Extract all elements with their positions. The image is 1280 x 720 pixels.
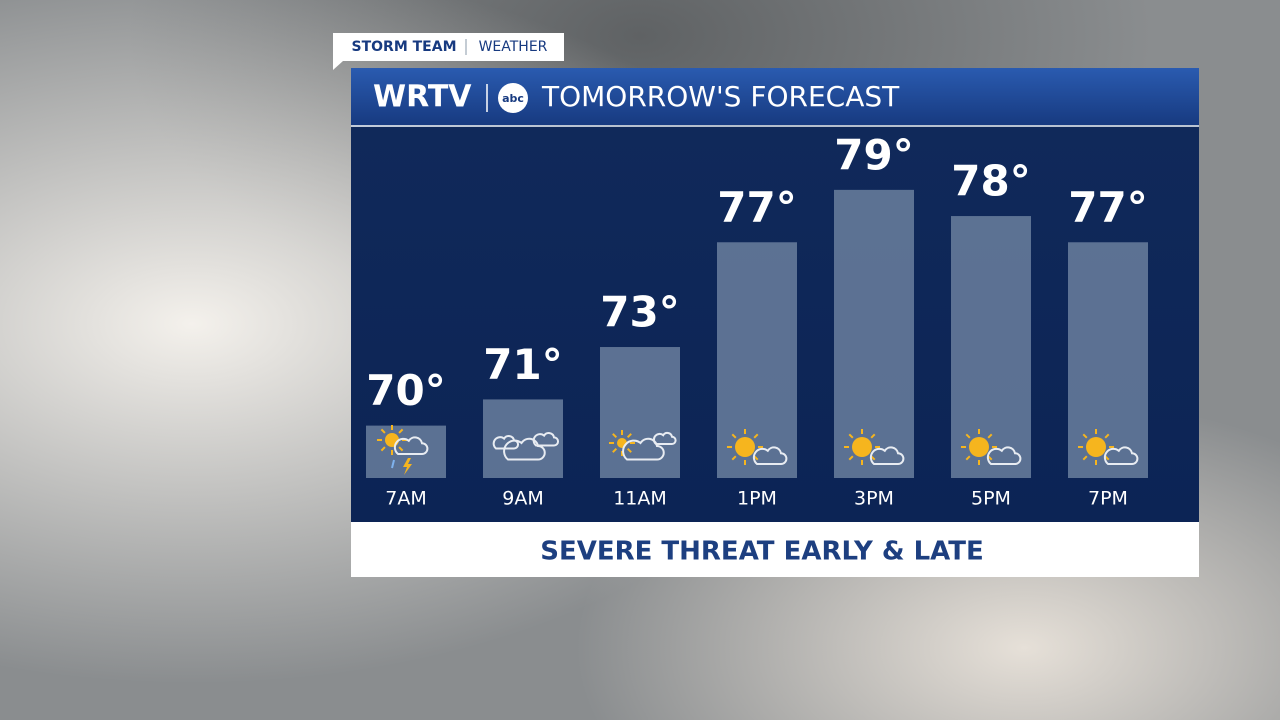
x-tick-label: 1PM (737, 488, 777, 510)
footer-bar (351, 522, 1199, 577)
icon-ray (612, 433, 618, 439)
bar (1068, 242, 1148, 478)
icon-cloud (986, 446, 1022, 465)
weather-icon (844, 429, 905, 465)
icon-ray (1104, 433, 1110, 439)
weather-icon (377, 425, 429, 475)
x-tick-label: 11AM (613, 488, 667, 510)
icon-cloud (622, 437, 665, 461)
bar (951, 216, 1031, 479)
icon-cloud (752, 446, 788, 465)
icon-ray (1082, 455, 1088, 461)
bar (600, 347, 680, 478)
icon-sun (969, 437, 989, 457)
icon-cloud (869, 446, 905, 465)
icon-sun (617, 438, 627, 448)
footer: SEVERE THREAT EARLY & LATE (540, 537, 984, 567)
tag-left: STORM TEAM (352, 39, 457, 55)
bar (834, 189, 914, 479)
icon-sun (735, 437, 755, 457)
icon-ray (965, 455, 971, 461)
icon-ray (848, 455, 854, 461)
icon-rain (391, 459, 395, 469)
x-tick-label: 3PM (854, 488, 894, 510)
icon-ray (626, 433, 632, 439)
weather-icon (609, 430, 677, 461)
icon-ray (1082, 433, 1088, 439)
x-tick-label: 7AM (385, 488, 426, 510)
value-label: 78° (951, 157, 1030, 206)
network: abc (502, 92, 524, 105)
value-label: 71° (483, 340, 562, 389)
weather-icon (727, 429, 788, 465)
icon-ray (626, 447, 632, 453)
x-tick-label: 5PM (971, 488, 1011, 510)
icon-ray (731, 455, 737, 461)
icon-cloud (393, 436, 429, 455)
tag-pointer (333, 61, 343, 70)
icon-ray (870, 433, 876, 439)
icon-sun (385, 433, 399, 447)
icon-cloud (532, 432, 560, 447)
weather-icon (1078, 429, 1139, 465)
icon-ray (380, 428, 386, 434)
value-label: 79° (834, 130, 913, 179)
value-label: 73° (600, 288, 679, 337)
icon-ray (398, 428, 404, 434)
icon-bolt (403, 458, 412, 475)
value-label: 77° (717, 183, 796, 232)
icon-ray (848, 433, 854, 439)
value-label: 77° (1068, 183, 1147, 232)
tag-right: WEATHER (479, 39, 548, 55)
value-label: 70° (366, 366, 445, 415)
icon-ray (965, 433, 971, 439)
icon-ray (731, 433, 737, 439)
icon-ray (612, 447, 618, 453)
weather-icon (961, 429, 1022, 465)
header-bar (351, 68, 1199, 125)
icon-ray (380, 446, 386, 452)
chart-title: TOMORROW'S FORECAST (541, 80, 900, 113)
icon-cloud (652, 431, 677, 445)
network-logo (498, 83, 528, 113)
tag-box (333, 33, 564, 61)
icon-ray (398, 446, 404, 452)
x-tick-label: 7PM (1088, 488, 1128, 510)
icon-sun (1086, 437, 1106, 457)
bar (717, 242, 797, 478)
bar (366, 425, 446, 478)
icon-cloud (492, 435, 520, 450)
x-tick-label: 9AM (502, 488, 543, 510)
icon-sun (852, 437, 872, 457)
station: WRTV (373, 80, 472, 115)
icon-cloud (503, 437, 546, 461)
weather-icon (492, 432, 560, 461)
icon-ray (987, 433, 993, 439)
icon-ray (753, 433, 759, 439)
icon-cloud (1103, 446, 1139, 465)
